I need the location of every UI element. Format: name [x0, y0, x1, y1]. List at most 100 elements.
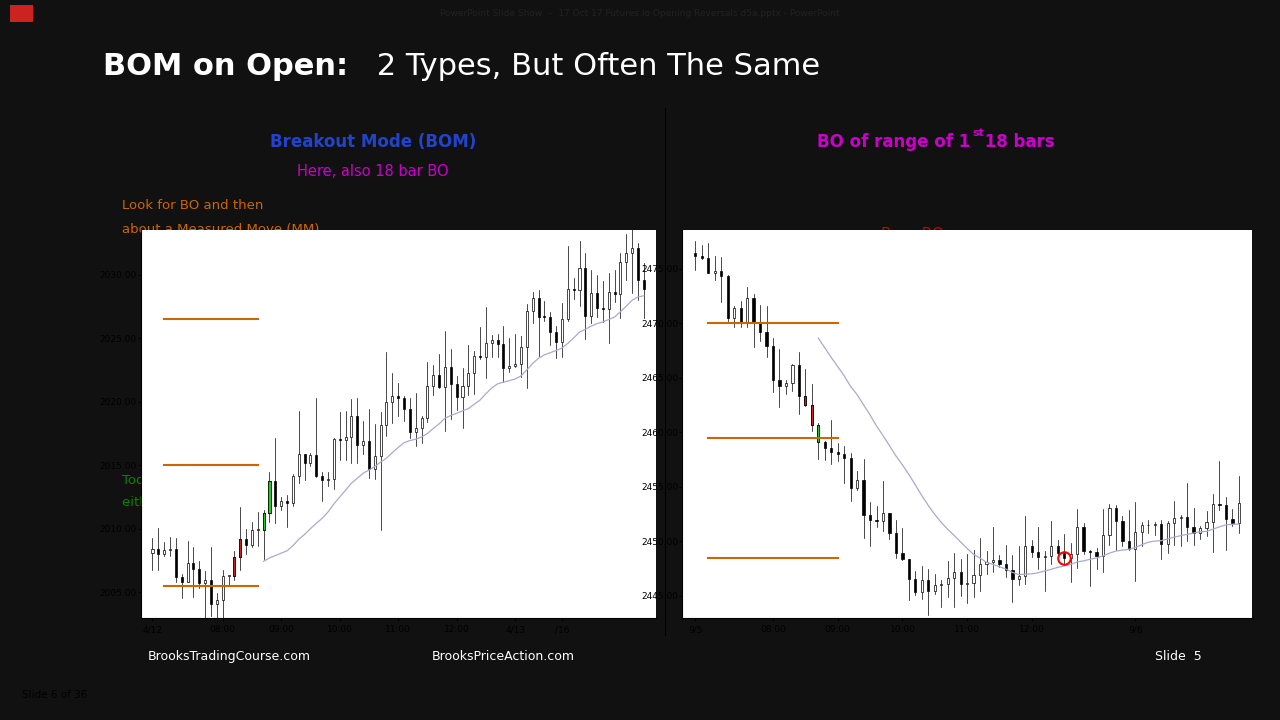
Bar	[986, 562, 988, 564]
Bar	[602, 307, 604, 309]
Bar	[303, 454, 306, 464]
Bar	[888, 513, 891, 533]
Bar	[326, 479, 329, 480]
Bar	[1134, 531, 1137, 549]
Bar	[992, 560, 995, 562]
Bar	[204, 580, 206, 583]
Bar	[269, 482, 270, 513]
Text: either: either	[122, 496, 166, 509]
Bar	[1160, 524, 1162, 544]
Bar	[1050, 546, 1052, 556]
Bar	[973, 575, 975, 583]
Bar	[1070, 554, 1071, 558]
Bar	[1128, 541, 1130, 549]
Text: Here, also 18 bar BO: Here, also 18 bar BO	[297, 164, 449, 179]
Bar	[844, 454, 845, 458]
Text: 2 Types, But Often The Same: 2 Types, But Often The Same	[367, 52, 820, 81]
Bar	[823, 442, 826, 449]
Bar	[385, 402, 388, 426]
Bar	[947, 578, 948, 584]
Bar	[631, 248, 634, 253]
Bar	[1187, 517, 1188, 527]
Text: BO Mode: BO Mode	[438, 354, 507, 369]
Text: Look for BO and then: Look for BO and then	[122, 199, 264, 212]
Text: th: th	[540, 372, 550, 382]
Bar	[966, 583, 968, 585]
Bar	[1089, 551, 1091, 552]
Bar	[526, 311, 527, 348]
Bar	[485, 343, 486, 357]
Bar	[817, 425, 819, 442]
Text: 18 bars: 18 bars	[979, 133, 1055, 151]
Bar	[310, 455, 311, 464]
Bar	[979, 564, 982, 575]
Bar	[444, 366, 445, 387]
Bar	[694, 253, 696, 256]
Bar	[817, 425, 819, 442]
Bar	[474, 356, 475, 373]
Bar	[456, 384, 458, 397]
Bar	[590, 292, 593, 316]
Bar	[274, 482, 276, 506]
Bar	[315, 455, 317, 476]
Bar	[433, 375, 434, 386]
Bar	[810, 405, 813, 425]
Bar	[228, 575, 229, 577]
Bar	[901, 553, 904, 559]
Bar	[285, 501, 288, 503]
Bar	[356, 416, 358, 445]
Bar	[998, 560, 1001, 564]
Bar	[1005, 564, 1007, 570]
Text: Slide  5: Slide 5	[1155, 649, 1202, 663]
Bar	[180, 577, 183, 582]
Text: After 10: After 10	[438, 378, 493, 392]
Bar	[233, 557, 236, 576]
Bar	[1064, 553, 1065, 558]
Bar	[262, 513, 265, 530]
Text: BO of range of 1: BO of range of 1	[817, 133, 970, 151]
Bar	[1056, 546, 1059, 553]
Bar	[515, 364, 516, 366]
Bar	[613, 292, 616, 294]
Bar	[1172, 518, 1175, 523]
Text: about a Measured Move (MM): about a Measured Move (MM)	[122, 223, 320, 236]
Text: bear day or TR day: bear day or TR day	[881, 282, 1042, 297]
Bar	[544, 316, 545, 317]
Bar	[503, 343, 504, 368]
Bar	[549, 317, 552, 333]
Bar	[1238, 503, 1240, 523]
Text: Bear BO, so: Bear BO, so	[881, 228, 970, 242]
Bar	[157, 549, 160, 554]
Bar	[895, 533, 897, 553]
Bar	[1037, 552, 1039, 557]
Bar	[1206, 522, 1207, 528]
Bar	[837, 452, 838, 454]
Bar	[210, 580, 212, 604]
Bar	[280, 501, 282, 506]
Bar	[791, 365, 794, 383]
Bar	[1121, 521, 1124, 541]
Bar	[940, 584, 942, 585]
Text: Bar 18: Bar 18	[771, 325, 842, 347]
Bar	[740, 308, 742, 322]
Bar	[251, 530, 253, 545]
Bar	[960, 572, 961, 585]
Bar	[1030, 546, 1033, 552]
Bar	[1193, 527, 1194, 533]
Bar	[643, 280, 645, 289]
Bar	[810, 405, 813, 425]
Bar	[850, 458, 851, 488]
Bar	[344, 437, 347, 440]
Bar	[397, 395, 399, 398]
Bar	[1102, 535, 1105, 557]
Bar	[449, 366, 452, 384]
Bar	[765, 332, 768, 346]
Bar	[637, 248, 639, 280]
Bar	[927, 580, 929, 590]
Bar	[351, 416, 352, 437]
Bar	[585, 268, 586, 316]
Bar	[508, 366, 511, 368]
Bar	[497, 340, 499, 343]
Bar	[772, 346, 774, 380]
Bar	[298, 454, 300, 475]
